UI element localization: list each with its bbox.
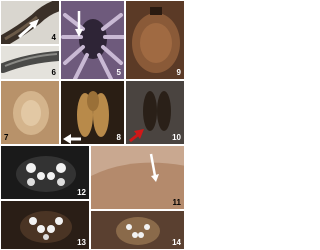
photo-panel: 5 bbox=[60, 0, 125, 80]
eyes-illustration bbox=[116, 217, 160, 245]
spinnerets-illustration bbox=[63, 91, 109, 144]
leg-illustration bbox=[1, 1, 59, 44]
spider-ventral-illustration bbox=[61, 11, 124, 79]
photo-panel: 12 bbox=[0, 145, 90, 200]
panel-label: 8 bbox=[116, 133, 121, 142]
panel-label: 13 bbox=[77, 238, 86, 247]
photo-panel: 6 bbox=[0, 45, 60, 80]
sternum-illustration bbox=[13, 91, 49, 135]
photo-panel: 13 bbox=[0, 200, 90, 250]
panel-label: 7 bbox=[4, 133, 9, 142]
photo-panel: 8 bbox=[60, 80, 125, 145]
spinnerets-illustration bbox=[129, 91, 171, 143]
panel-label: 6 bbox=[51, 68, 56, 77]
eyes-illustration bbox=[20, 211, 72, 243]
photo-panel: 9 bbox=[125, 0, 185, 80]
panel-label: 9 bbox=[176, 68, 181, 77]
panel-label: 11 bbox=[172, 198, 181, 207]
photo-panel: 4 bbox=[0, 0, 60, 45]
photo-panel: 11 bbox=[90, 145, 185, 210]
carapace-illustration bbox=[132, 7, 180, 73]
leg-illustration bbox=[1, 51, 59, 73]
panel-label: 5 bbox=[116, 68, 121, 77]
panel-label: 14 bbox=[172, 238, 181, 247]
panel-label: 12 bbox=[77, 188, 86, 197]
photo-panel: 14 bbox=[90, 210, 185, 250]
photo-panel: 7 bbox=[0, 80, 60, 145]
figure-plate: 4 5 9 6 bbox=[0, 0, 185, 250]
eyes-illustration bbox=[16, 156, 76, 192]
panel-label: 4 bbox=[51, 33, 56, 42]
photo-panel: 10 bbox=[125, 80, 185, 145]
hair-illustration bbox=[91, 153, 184, 209]
panel-label: 10 bbox=[172, 133, 181, 142]
